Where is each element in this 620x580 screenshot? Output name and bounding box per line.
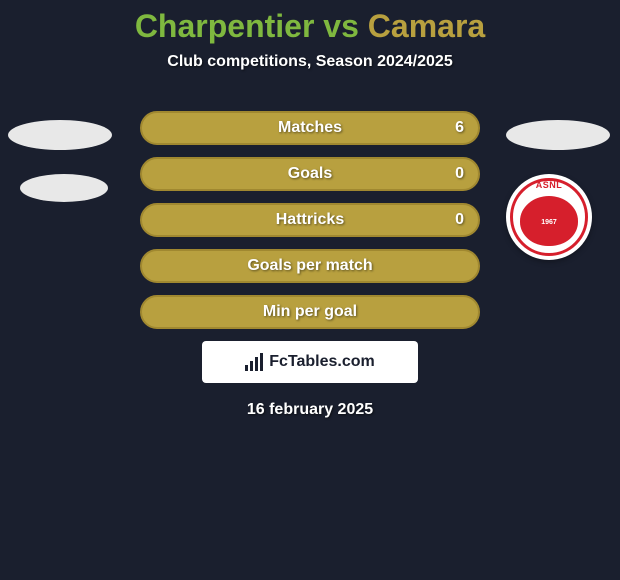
date-label: 16 february 2025 [0, 401, 620, 419]
brand-text: FcTables.com [269, 353, 375, 371]
stat-row-matches: Matches 6 [140, 111, 480, 145]
stat-row-gpm: Goals per match [140, 249, 480, 283]
bar-chart-icon [245, 353, 263, 371]
player1-avatar [8, 120, 112, 202]
player2-name: Camara [368, 8, 485, 44]
badge-center-icon: 1967 [520, 196, 578, 246]
badge-acronym: ASNL [506, 180, 592, 190]
brand-badge[interactable]: FcTables.com [202, 341, 418, 383]
stat-label: Goals per match [247, 257, 372, 275]
stat-row-mpg: Min per goal [140, 295, 480, 329]
stat-row-hattricks: Hattricks 0 [140, 203, 480, 237]
subtitle: Club competitions, Season 2024/2025 [0, 53, 620, 71]
stat-label: Min per goal [263, 303, 357, 321]
stat-row-goals: Goals 0 [140, 157, 480, 191]
player2-avatar: ASNL 1967 [506, 120, 610, 260]
badge-year: 1967 [520, 219, 578, 226]
stat-value: 6 [455, 119, 464, 137]
avatar-placeholder-icon [506, 120, 610, 150]
player1-name: Charpentier [135, 8, 315, 44]
stat-value: 0 [455, 211, 464, 229]
stat-value: 0 [455, 165, 464, 183]
page-title: Charpentier vs Camara [0, 8, 620, 45]
vs-separator: vs [314, 8, 367, 44]
stat-label: Goals [288, 165, 332, 183]
club-badge: ASNL 1967 [506, 174, 592, 260]
avatar-placeholder-icon [20, 174, 108, 202]
stat-label: Hattricks [276, 211, 344, 229]
avatar-placeholder-icon [8, 120, 112, 150]
stats-list: Matches 6 Goals 0 Hattricks 0 Goals per … [140, 111, 480, 329]
stat-label: Matches [278, 119, 342, 137]
